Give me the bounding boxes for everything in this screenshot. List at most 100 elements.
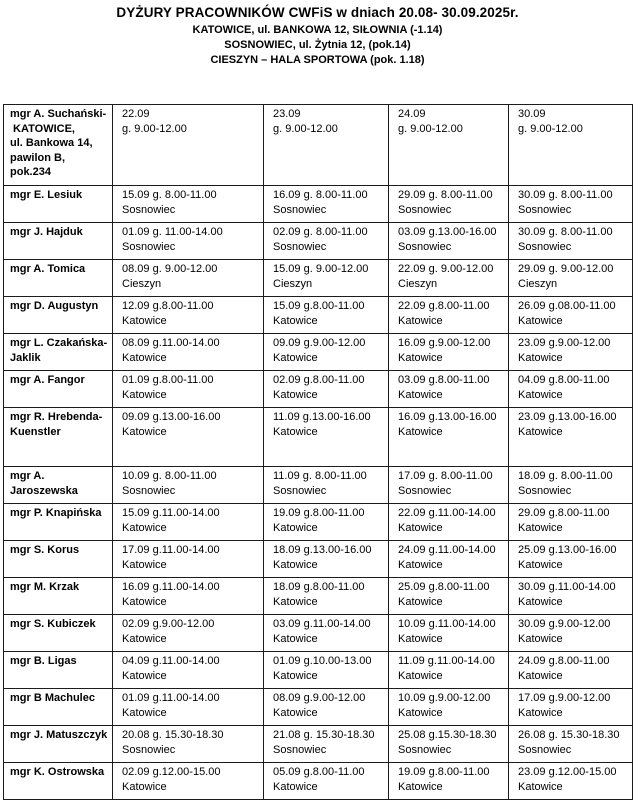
duty-cell: 15.09 g. 8.00-11.00 Sosnowiec	[112, 185, 264, 223]
duty-cell: 11.09 g.13.00-16.00 Katowice	[263, 407, 389, 467]
duty-cell: 23.09 g.12.00-15.00 Katowice	[508, 762, 633, 800]
duty-cell: 30.09 g. 8.00-11.00 Sosnowiec	[508, 185, 633, 223]
duty-cell: 29.09 g. 8.00-11.00 Sosnowiec	[388, 185, 509, 223]
table-row: mgr A. Tomica 08.09 g. 9.00-12.00 Cieszy…	[3, 259, 633, 297]
duty-cell: 30.09 g.9.00-12.00 Katowice	[508, 614, 633, 652]
duty-cell: 17.09 g.11.00-14.00 Katowice	[112, 540, 264, 578]
employee-name-cell: mgr B. Ligas	[3, 651, 113, 689]
duty-cell: 29.09 g.8.00-11.00 Katowice	[508, 503, 633, 541]
table-row: mgr A. Jaroszewska 10.09 g. 8.00-11.00 S…	[3, 466, 633, 504]
duty-cell: 08.09 g. 9.00-12.00 Cieszyn	[112, 259, 264, 297]
duty-cell: 05.09 g.8.00-11.00 Katowice	[263, 762, 389, 800]
duty-cell: 01.09 g.10.00-13.00 Katowice	[263, 651, 389, 689]
duty-cell: 12.09 g.8.00-11.00 Katowice	[112, 296, 264, 334]
duty-cell: 21.08 g. 15.30-18.30 Sosnowiec	[263, 725, 389, 763]
employee-name-cell: mgr A. Suchański- KATOWICE, ul. Bankowa …	[3, 104, 113, 186]
duty-cell: 26.08 g. 15.30-18.30 Sosnowiec	[508, 725, 633, 763]
duty-cell: 25.09 g.13.00-16.00 Katowice	[508, 540, 633, 578]
table-row: mgr B. Ligas 04.09 g.11.00-14.00 Katowic…	[3, 651, 633, 689]
duty-cell: 03.09 g.13.00-16.00 Sosnowiec	[388, 222, 509, 260]
duty-cell: 18.09 g.13.00-16.00 Katowice	[263, 540, 389, 578]
employee-name-cell: mgr D. Augustyn	[3, 296, 113, 334]
employee-name-cell: mgr P. Knapińska	[3, 503, 113, 541]
duty-cell: 18.09 g.8.00-11.00 Katowice	[263, 577, 389, 615]
duty-cell: 01.09 g.8.00-11.00 Katowice	[112, 370, 264, 408]
duty-cell: 15.09 g.8.00-11.00 Katowice	[263, 296, 389, 334]
employee-name-cell: mgr A. Tomica	[3, 259, 113, 297]
employee-name-cell: mgr L. Czakańska- Jaklik	[3, 333, 113, 371]
employee-name-cell: mgr S. Korus	[3, 540, 113, 578]
duty-cell: 03.09 g.8.00-11.00 Katowice	[388, 370, 509, 408]
employee-name-cell: mgr R. Hrebenda- Kuenstler	[3, 407, 113, 467]
duty-cell: 08.09 g.9.00-12.00 Katowice	[263, 688, 389, 726]
duty-cell: 19.09 g.8.00-11.00 Katowice	[263, 503, 389, 541]
duty-table-body: mgr A. Suchański- KATOWICE, ul. Bankowa …	[3, 104, 633, 800]
page-title: DYŻURY PRACOWNIKÓW CWFiS w dniach 20.08-…	[116, 5, 519, 20]
duty-cell: 18.09 g. 8.00-11.00 Sosnowiec	[508, 466, 633, 504]
table-row: mgr P. Knapińska 15.09 g.11.00-14.00 Kat…	[3, 503, 633, 541]
employee-name-cell: mgr B Machulec	[3, 688, 113, 726]
duty-cell: 22.09 g. 9.00-12.00	[112, 104, 264, 186]
duty-cell: 30.09 g. 8.00-11.00 Sosnowiec	[508, 222, 633, 260]
duty-cell: 23.09 g.13.00-16.00 Katowice	[508, 407, 633, 467]
employee-name-cell: mgr K. Ostrowska	[3, 762, 113, 800]
employee-name-cell: mgr S. Kubiczek	[3, 614, 113, 652]
duty-cell: 17.09 g.9.00-12.00 Katowice	[508, 688, 633, 726]
table-row: mgr R. Hrebenda- Kuenstler 09.09 g.13.00…	[3, 407, 633, 467]
duty-cell: 15.09 g.11.00-14.00 Katowice	[112, 503, 264, 541]
duty-cell: 24.09 g. 9.00-12.00	[388, 104, 509, 186]
table-row: mgr A. Suchański- KATOWICE, ul. Bankowa …	[3, 104, 633, 186]
duty-cell: 04.09 g.8.00-11.00 Katowice	[508, 370, 633, 408]
duty-cell: 11.09 g.11.00-14.00 Katowice	[388, 651, 509, 689]
duty-cell: 11.09 g. 8.00-11.00 Sosnowiec	[263, 466, 389, 504]
duty-cell: 22.09 g.11.00-14.00 Katowice	[388, 503, 509, 541]
location-line-katowice: KATOWICE, ul. BANKOWA 12, SIŁOWNIA (-1.1…	[192, 24, 443, 36]
employee-name-cell: mgr J. Matuszczyk	[3, 725, 113, 763]
duty-cell: 16.09 g.9.00-12.00 Katowice	[388, 333, 509, 371]
duty-cell: 30.09 g. 9.00-12.00	[508, 104, 633, 186]
duty-cell: 16.09 g.11.00-14.00 Katowice	[112, 577, 264, 615]
duty-cell: 29.09 g. 9.00-12.00 Cieszyn	[508, 259, 633, 297]
duty-cell: 09.09 g.9.00-12.00 Katowice	[263, 333, 389, 371]
duty-cell: 02.09 g.9.00-12.00 Katowice	[112, 614, 264, 652]
duty-cell: 02.09 g.8.00-11.00 Katowice	[263, 370, 389, 408]
duty-cell: 25.09 g.8.00-11.00 Katowice	[388, 577, 509, 615]
duty-cell: 26.09 g.08.00-11.00 Katowice	[508, 296, 633, 334]
duty-cell: 02.09 g. 8.00-11.00 Sosnowiec	[263, 222, 389, 260]
location-line-sosnowiec: SOSNOWIEC, ul. Żytnia 12, (pok.14)	[224, 39, 411, 51]
table-row: mgr S. Korus 17.09 g.11.00-14.00 Katowic…	[3, 540, 633, 578]
duty-cell: 23.09 g. 9.00-12.00	[263, 104, 389, 186]
duty-cell: 19.09 g.8.00-11.00 Katowice	[388, 762, 509, 800]
duty-cell: 22.09 g.8.00-11.00 Katowice	[388, 296, 509, 334]
duty-cell: 24.09 g.11.00-14.00 Katowice	[388, 540, 509, 578]
employee-name-cell: mgr A. Fangor	[3, 370, 113, 408]
duty-schedule-table: mgr A. Suchański- KATOWICE, ul. Bankowa …	[3, 104, 633, 800]
duty-cell: 09.09 g.13.00-16.00 Katowice	[112, 407, 264, 467]
employee-name-cell: mgr M. Krzak	[3, 577, 113, 615]
table-row: mgr S. Kubiczek 02.09 g.9.00-12.00 Katow…	[3, 614, 633, 652]
location-line-cieszyn: CIESZYN – HALA SPORTOWA (pok. 1.18)	[210, 54, 425, 66]
table-row: mgr J. Matuszczyk 20.08 g. 15.30-18.30 S…	[3, 725, 633, 763]
duty-cell: 24.09 g.8.00-11.00 Katowice	[508, 651, 633, 689]
duty-cell: 10.09 g.9.00-12.00 Katowice	[388, 688, 509, 726]
table-row: mgr M. Krzak 16.09 g.11.00-14.00 Katowic…	[3, 577, 633, 615]
table-row: mgr K. Ostrowska 02.09 g.12.00-15.00 Kat…	[3, 762, 633, 800]
table-row: mgr E. Lesiuk 15.09 g. 8.00-11.00 Sosnow…	[3, 185, 633, 223]
duty-cell: 08.09 g.11.00-14.00 Katowice	[112, 333, 264, 371]
duty-cell: 17.09 g. 8.00-11.00 Sosnowiec	[388, 466, 509, 504]
table-row: mgr B Machulec 01.09 g.11.00-14.00 Katow…	[3, 688, 633, 726]
table-row: mgr D. Augustyn 12.09 g.8.00-11.00 Katow…	[3, 296, 633, 334]
duty-cell: 01.09 g.11.00-14.00 Katowice	[112, 688, 264, 726]
table-row: mgr A. Fangor 01.09 g.8.00-11.00 Katowic…	[3, 370, 633, 408]
duty-cell: 02.09 g.12.00-15.00 Katowice	[112, 762, 264, 800]
duty-cell: 25.08 g.15.30-18.30 Sosnowiec	[388, 725, 509, 763]
employee-name-cell: mgr E. Lesiuk	[3, 185, 113, 223]
employee-name-cell: mgr A. Jaroszewska	[3, 466, 113, 504]
duty-cell: 04.09 g.11.00-14.00 Katowice	[112, 651, 264, 689]
table-row: mgr J. Hajduk 01.09 g. 11.00-14.00 Sosno…	[3, 222, 633, 260]
duty-cell: 23.09 g.9.00-12.00 Katowice	[508, 333, 633, 371]
employee-name-cell: mgr J. Hajduk	[3, 222, 113, 260]
document-header: DYŻURY PRACOWNIKÓW CWFiS w dniach 20.08-…	[0, 0, 635, 68]
duty-cell: 20.08 g. 15.30-18.30 Sosnowiec	[112, 725, 264, 763]
